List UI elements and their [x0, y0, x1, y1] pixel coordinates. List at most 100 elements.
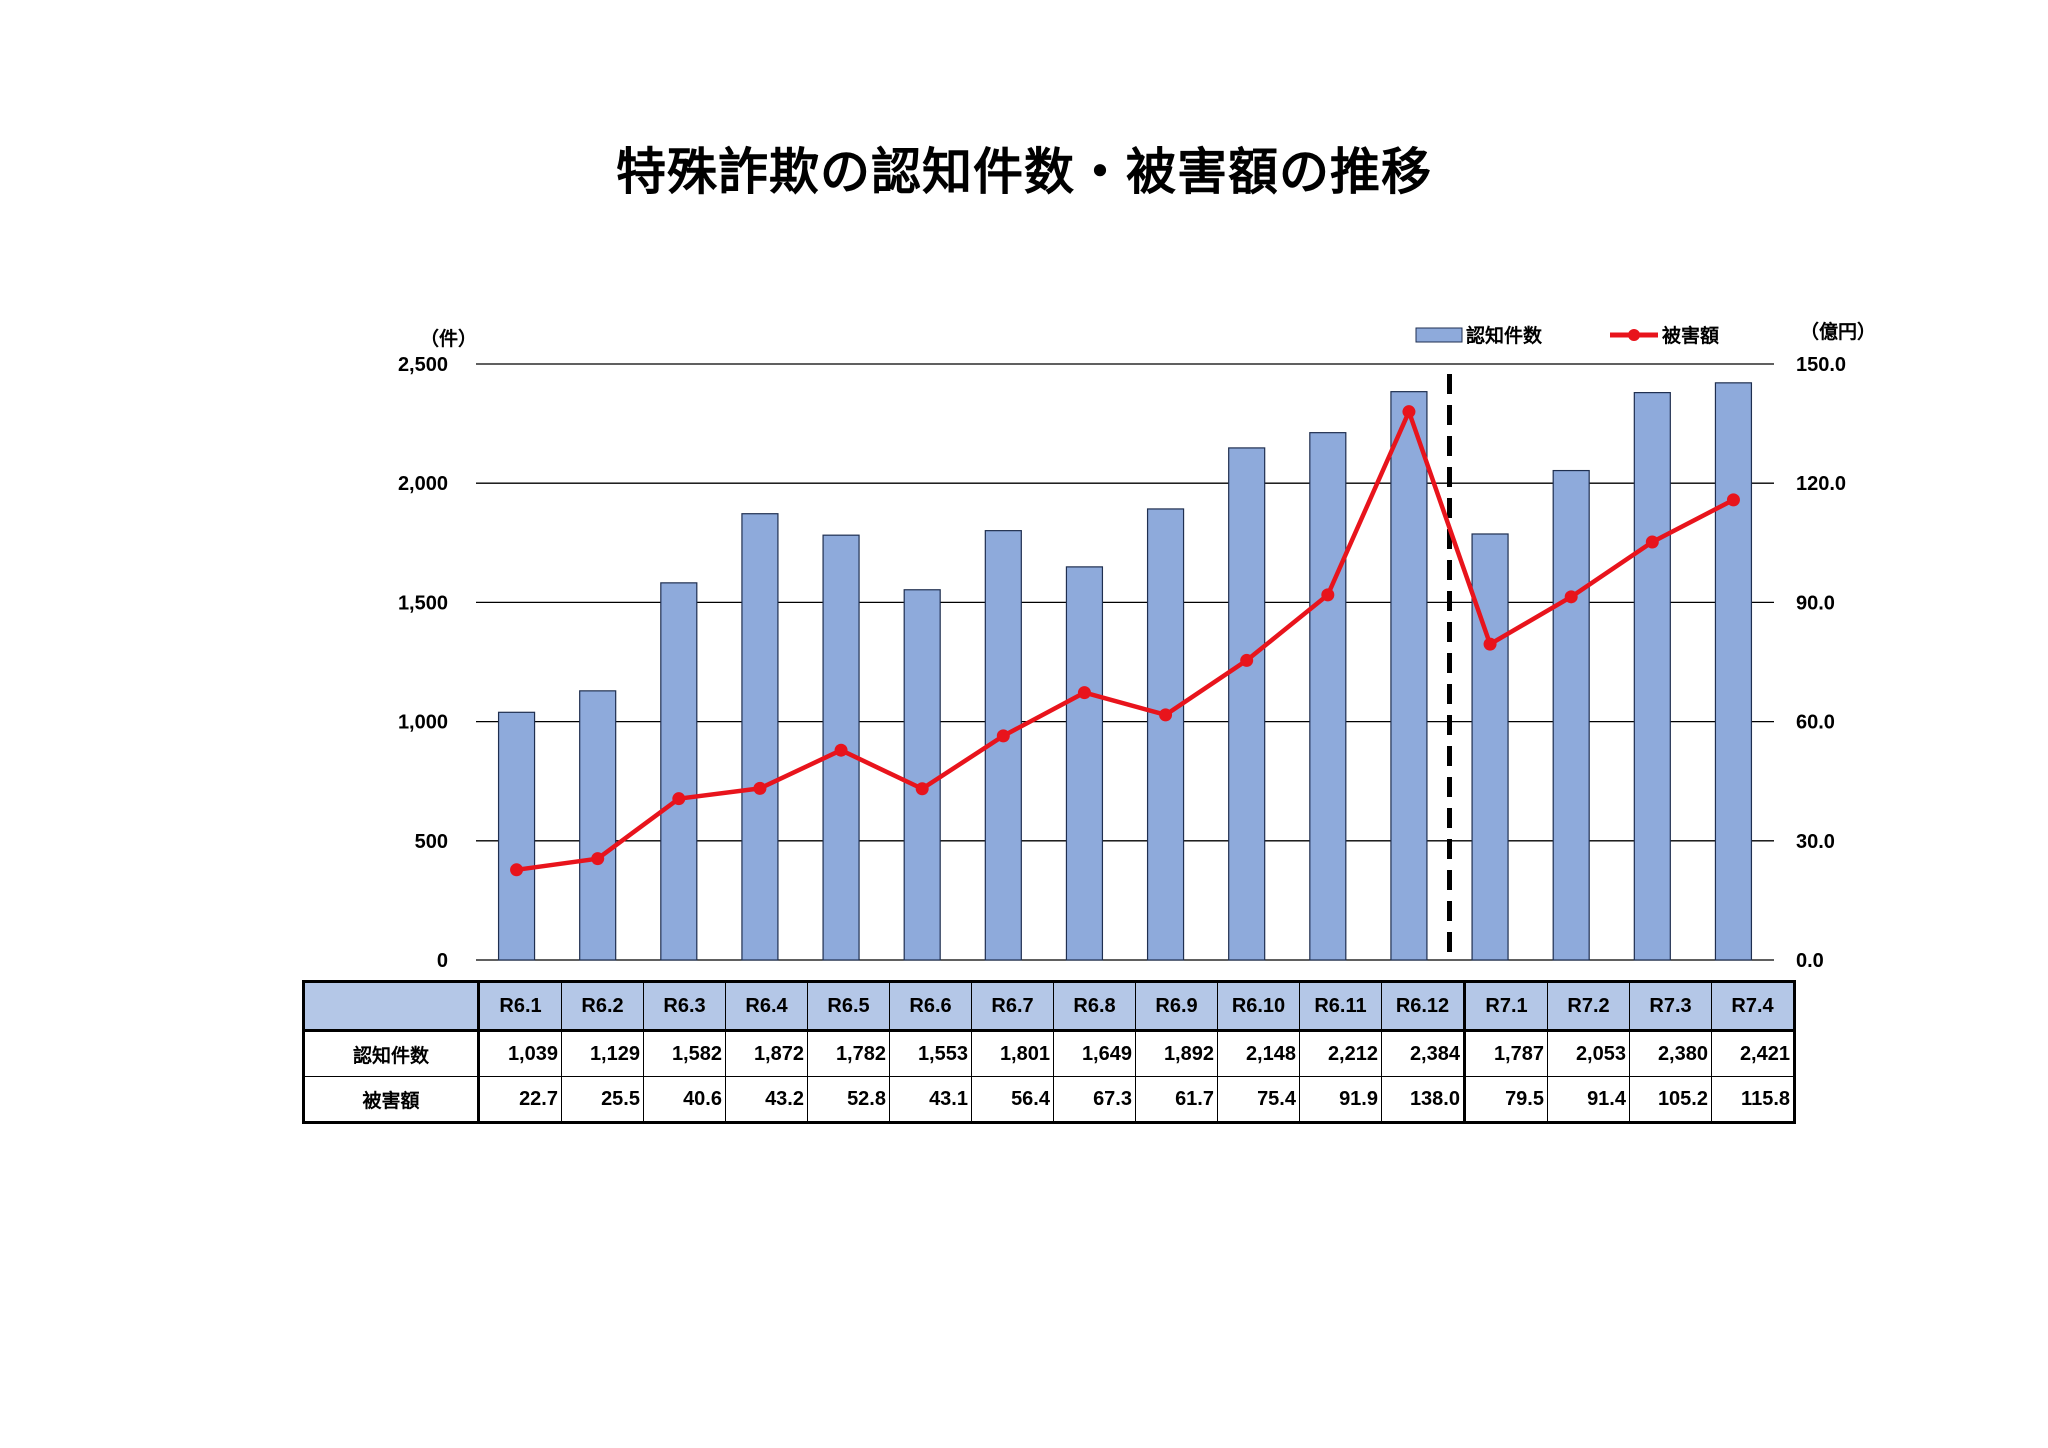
bar	[1471, 533, 1509, 961]
table-row-label: 被害額	[303, 1076, 480, 1123]
right-axis-unit: （億円）	[1800, 320, 1876, 343]
table-header-cell: R6.5	[807, 981, 890, 1032]
line-point	[834, 743, 848, 757]
bar	[903, 589, 941, 961]
table-cell: 79.5	[1464, 1076, 1548, 1123]
table-cell: 1,892	[1135, 1030, 1218, 1077]
table-header-cell: R7.3	[1629, 981, 1712, 1032]
table-cell: 67.3	[1053, 1076, 1136, 1123]
table-cell: 2,148	[1217, 1030, 1300, 1077]
left-axis-unit: （件）	[420, 327, 477, 350]
table-header-cell: R6.1	[478, 981, 562, 1032]
table-cell: 1,782	[807, 1030, 890, 1077]
table-cell: 43.2	[725, 1076, 808, 1123]
line-point	[672, 792, 686, 806]
line-point	[996, 729, 1010, 743]
line-point	[1645, 535, 1659, 549]
line-point	[1240, 653, 1254, 667]
table-cell: 40.6	[643, 1076, 726, 1123]
right-axis-tick-label: 0.0	[1796, 950, 1824, 972]
table-cell: 2,421	[1711, 1030, 1795, 1077]
table-header-cell: R6.10	[1217, 981, 1300, 1032]
table-cell: 2,380	[1629, 1030, 1712, 1077]
table-cell: 1,872	[725, 1030, 808, 1077]
left-axis-tick-label: 500	[415, 831, 448, 853]
table-cell: 91.9	[1299, 1076, 1382, 1123]
table-header-cell: R7.2	[1547, 981, 1630, 1032]
table-cell: 2,053	[1547, 1030, 1630, 1077]
bar	[1633, 392, 1671, 961]
legend-bar-label: 認知件数	[1466, 324, 1543, 347]
table-cell: 1,801	[971, 1030, 1054, 1077]
bar	[579, 690, 617, 961]
bar	[660, 582, 698, 961]
chart-title: 特殊詐欺の認知件数・被害額の推移	[616, 143, 1432, 201]
table-header-cell: R6.12	[1381, 981, 1466, 1032]
table-cell: 91.4	[1547, 1076, 1630, 1123]
bar-series	[497, 382, 1753, 961]
bar	[1146, 508, 1185, 961]
right-axis-tick-label: 120.0	[1796, 473, 1846, 495]
table-header-cell: R6.3	[643, 981, 726, 1032]
line-point	[915, 782, 929, 796]
right-axis-tick-label: 90.0	[1796, 592, 1835, 614]
table-cell: 1,129	[561, 1030, 644, 1077]
left-axis-tick-label: 0	[437, 950, 448, 972]
table-cell: 1,787	[1464, 1030, 1548, 1077]
line-point	[591, 852, 605, 866]
table-header-cell: R6.4	[725, 981, 808, 1032]
left-axis-tick-label: 2,500	[398, 354, 448, 376]
line-point	[1564, 590, 1578, 604]
left-axis-tick-label: 1,500	[398, 592, 448, 614]
line-point	[1159, 708, 1173, 722]
bar	[741, 513, 779, 961]
legend-line-marker	[1628, 329, 1640, 341]
table-header-cell: R6.8	[1053, 981, 1136, 1032]
line-path	[516, 409, 1735, 873]
line-point	[753, 781, 767, 795]
line-point	[1321, 588, 1335, 602]
table-cell: 61.7	[1135, 1076, 1218, 1123]
bar	[1309, 432, 1347, 961]
right-axis-tick-label: 60.0	[1796, 712, 1835, 734]
table-corner-cell	[303, 981, 480, 1032]
legend-line-label: 被害額	[1662, 324, 1719, 347]
line-point	[1402, 405, 1416, 419]
left-axis-tick-label: 1,000	[398, 712, 448, 734]
table-cell: 105.2	[1629, 1076, 1712, 1123]
table-cell: 52.8	[807, 1076, 890, 1123]
table-row: 認知件数 1,039 1,129 1,582 1,872 1,782 1,553 1,801 1…	[303, 1030, 1795, 1077]
table-row-label: 認知件数	[303, 1030, 480, 1077]
table-header-row: R6.1 R6.2 R6.3 R6.4 R6.5 R6.6 R6.7 R6.8 R6.9 R6.1…	[303, 981, 1795, 1032]
axes: 0 0.0 500 30.0 1,000 60.0 1,500 90.0 2,000 120.0 2…	[398, 354, 1846, 972]
table-cell: 2,384	[1381, 1030, 1466, 1077]
table-header-cell: R7.4	[1711, 981, 1795, 1032]
table-cell: 1,649	[1053, 1030, 1136, 1077]
table-cell: 56.4	[971, 1076, 1054, 1123]
table-cell: 25.5	[561, 1076, 644, 1123]
legend: 認知件数 被害額	[1415, 324, 1719, 347]
right-axis-tick-label: 30.0	[1796, 831, 1835, 853]
table-cell: 1,582	[643, 1030, 726, 1077]
data-table: R6.1 R6.2 R6.3 R6.4 R6.5 R6.6 R6.7 R6.8 R6.9 R6.1…	[302, 980, 1796, 1124]
table-cell: 75.4	[1217, 1076, 1300, 1123]
right-axis-tick-label: 150.0	[1796, 354, 1846, 376]
table-header-cell: R6.2	[561, 981, 644, 1032]
line-point	[1077, 686, 1091, 700]
table-header-cell: R6.11	[1299, 981, 1382, 1032]
table-header-cell: R6.9	[1135, 981, 1218, 1032]
bar	[1714, 382, 1753, 961]
table-cell: 1,553	[889, 1030, 972, 1077]
table-header-cell: R6.6	[889, 981, 972, 1032]
bar	[1552, 469, 1590, 961]
bar	[1390, 391, 1428, 961]
bar	[497, 711, 536, 961]
line-point	[1726, 493, 1740, 507]
line-point	[1483, 637, 1497, 651]
left-axis-tick-label: 2,000	[398, 473, 448, 495]
table-cell: 115.8	[1711, 1076, 1795, 1123]
table-cell: 43.1	[889, 1076, 972, 1123]
table-cell: 2,212	[1299, 1030, 1382, 1077]
table-cell: 138.0	[1381, 1076, 1466, 1123]
legend-bar-swatch	[1415, 327, 1463, 343]
